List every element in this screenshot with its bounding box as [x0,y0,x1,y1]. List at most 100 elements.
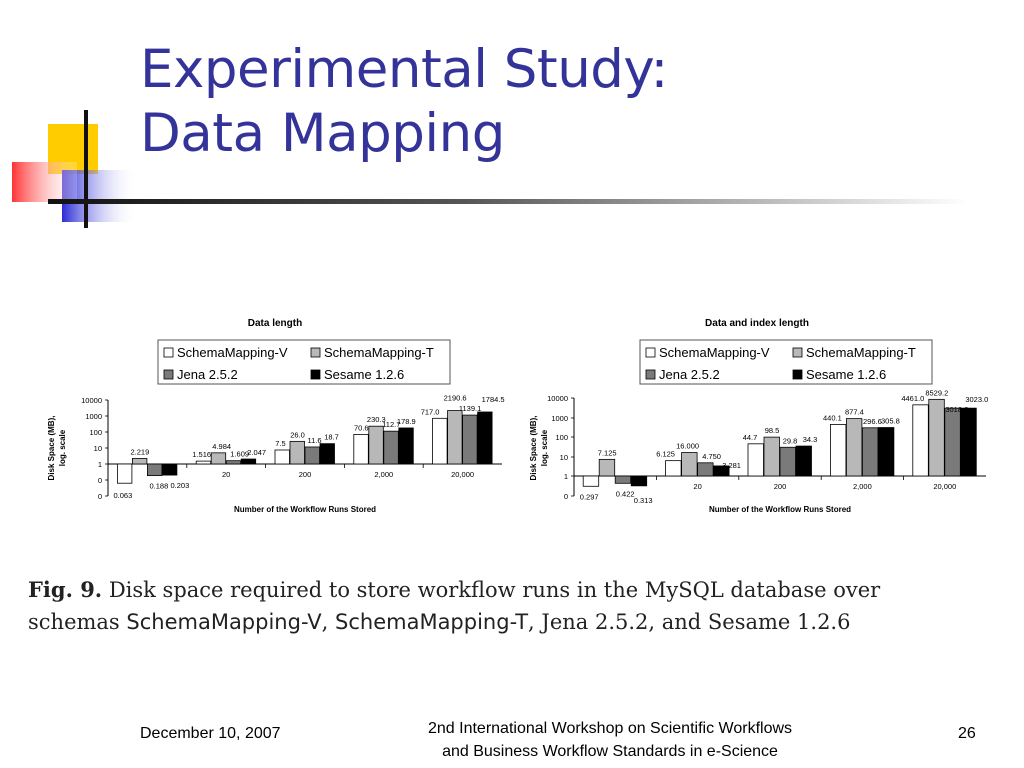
legend-label-1: SchemaMapping-V [659,345,770,360]
legend-label-3: Jena 2.5.2 [177,367,238,382]
data-label: 70.6 [354,423,369,432]
bar [383,430,399,465]
data-label: 98.5 [765,426,780,435]
bar [353,434,369,465]
data-label: 230.3 [367,415,386,424]
ornament-vertical-bar [84,110,88,228]
y-tick-label: 1 [564,472,568,481]
bar [447,410,463,465]
bar [398,427,414,465]
legend-swatch-2 [792,347,803,358]
bar [779,446,796,477]
y-tick-label: 1000 [85,412,102,421]
data-label: 877.4 [845,408,864,417]
legend-label-2: SchemaMapping-T [806,345,916,360]
y-axis-label: Disk Space (MB), log. scale [47,416,67,481]
footer-event-line2: and Business Workflow Standards in e-Sci… [442,743,778,760]
y-tick-label: 100 [89,428,102,437]
bar [195,460,212,465]
data-label: 178.9 [397,417,416,426]
x-axis-label: Number of the Workflow Runs Stored [234,505,376,514]
data-label: 1.516 [192,450,211,459]
y-tick-label: 0 [98,492,102,501]
legend-box [157,339,451,385]
data-label: 26.0 [290,430,305,439]
x-tick-label: 2,000 [374,470,393,479]
bar [304,446,320,465]
caption-figure-number: Fig. 9. [28,577,103,602]
bar [928,398,945,477]
data-label: 8529.2 [925,388,948,397]
bar [877,427,895,477]
bar [240,458,257,465]
x-tick-label: 20,000 [933,482,956,491]
data-label: 34.3 [803,435,818,444]
bar [665,460,682,477]
data-label: 0.188 [150,482,169,491]
bar [432,417,448,465]
title-underline [48,199,968,204]
caption-line2-suffix: , Jena 2.5.2, and Sesame 1.2.6 [528,610,851,634]
data-label: 717.0 [421,407,440,416]
slide-title: Experimental Study: Data Mapping [140,38,668,166]
data-label: 3023.0 [965,395,988,404]
y-tick-label: 10 [94,444,102,453]
data-label: 6.125 [656,450,675,459]
bar [210,452,227,465]
slide-title-line1: Experimental Study: [140,39,668,100]
chart-title: Data and index length [705,318,809,329]
data-label: 0.422 [616,489,635,498]
legend-box [639,339,933,385]
y-tick-label: 0 [98,476,102,485]
chart-title: Data length [248,318,302,329]
caption-schema-v: SchemaMapping-V [126,610,322,634]
footer-date: December 10, 2007 [140,725,281,742]
caption-line2-prefix: schemas [28,610,127,634]
bar [829,424,847,477]
legend-label-1: SchemaMapping-V [177,345,288,360]
y-tick-label: 10000 [547,394,568,403]
x-tick-label: 2,000 [853,482,872,491]
bar [598,458,616,477]
legend-label-3: Jena 2.5.2 [659,367,720,382]
bar [630,475,648,487]
data-label: 0.203 [171,481,190,490]
figure-caption: Fig. 9. Disk space required to store wor… [28,574,1008,638]
data-label: 0.063 [114,491,133,500]
y-tick-label: 1 [98,460,102,469]
data-label: 0.297 [580,492,599,501]
data-label: 3018.2 [945,405,968,414]
data-label: 2.047 [247,448,266,457]
data-label: 2.219 [131,447,150,456]
footer-page-number: 26 [958,725,976,742]
legend-label-4: Sesame 1.2.6 [806,367,886,382]
bar [845,418,863,477]
bar [747,443,764,477]
y-tick-label: 10000 [81,396,102,405]
legend-label-4: Sesame 1.2.6 [324,367,404,382]
caption-schema-t: SchemaMapping-T [335,610,529,634]
x-tick-label: 20 [222,470,230,479]
bar [912,404,929,477]
bar [368,425,384,465]
legend-swatch-4 [792,369,803,380]
data-label: 3.281 [722,461,741,470]
y-tick-label: 10 [560,453,568,462]
data-label: 2190.6 [444,394,467,403]
bar [944,407,961,477]
slide-title-line2: Data Mapping [140,103,505,164]
bar [697,462,714,477]
data-label: 4.750 [702,452,721,461]
x-tick-label: 20 [693,482,701,491]
bar [117,463,133,484]
bar [614,475,632,484]
legend-swatch-3 [163,369,174,380]
legend-swatch-2 [310,347,321,358]
bar [763,436,780,477]
slide-ornament [12,110,137,228]
data-label: 305.8 [881,417,900,426]
ornament-red-square [12,162,77,202]
x-tick-label: 200 [774,482,787,491]
data-label: 18.7 [324,433,339,442]
bar [225,460,242,465]
